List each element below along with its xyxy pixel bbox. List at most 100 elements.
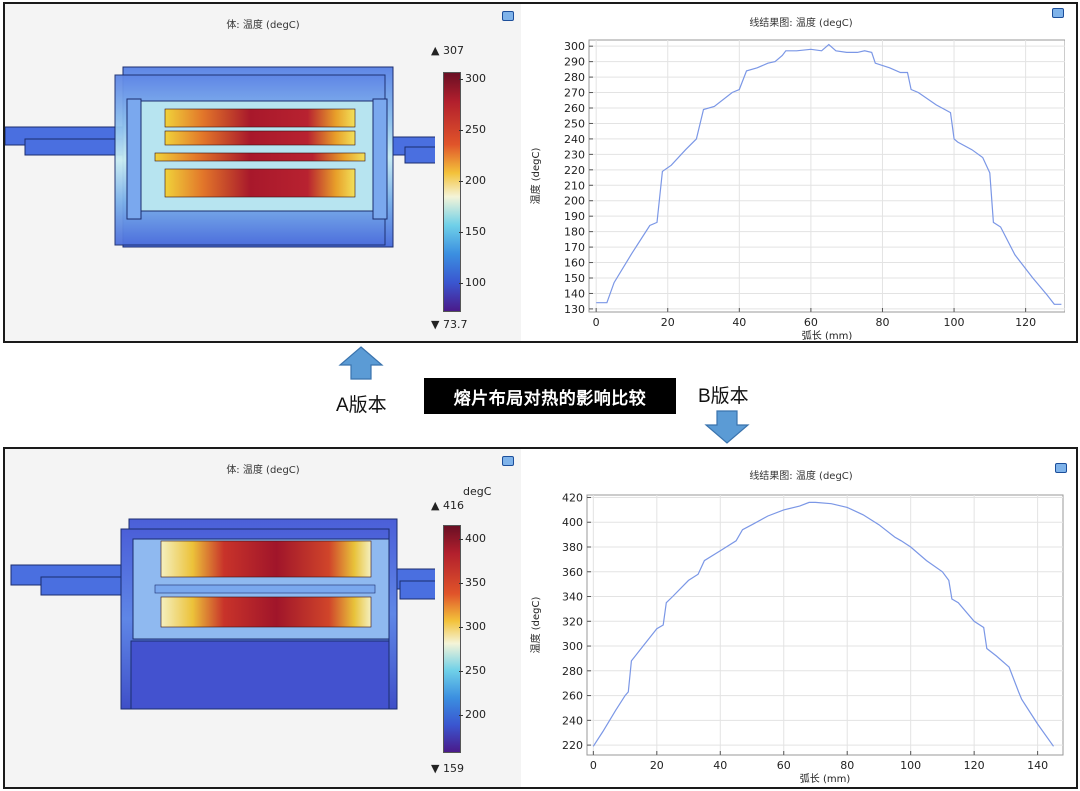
colorbar-tickmark — [459, 283, 463, 285]
x-tick-label: 120 — [1015, 316, 1036, 329]
bottom-colorbar-unit: degC — [463, 485, 492, 498]
colorbar-tick-label: 300 — [465, 620, 486, 633]
x-tick-label: 100 — [900, 759, 921, 772]
x-tick-label: 80 — [875, 316, 889, 329]
colorbar-tickmark — [459, 670, 463, 672]
label-version-a: A版本 — [336, 395, 387, 416]
bottom-colorbar-min: ▼ 159 — [431, 762, 464, 775]
x-tick-label: 80 — [840, 759, 854, 772]
y-tick-label: 180 — [564, 226, 585, 239]
bottom-colorbar: 400 350 300 250 200 — [443, 525, 503, 755]
x-tick-label: 40 — [713, 759, 727, 772]
y-tick-label: 220 — [564, 164, 585, 177]
top-colorbar: 300 250 200 150 100 — [443, 72, 503, 312]
top-chart-camera-icon[interactable] — [1052, 8, 1064, 18]
y-tick-label: 300 — [562, 640, 583, 653]
top-line-chart: 0 20 40 60 80 100 120 130 140 150 160 170 180 190 200 2… — [529, 39, 1065, 340]
top-colorbar-max: ▲ 307 — [431, 44, 464, 57]
bottom-colorbar-gradient — [443, 525, 461, 753]
colorbar-tick-label: 100 — [465, 276, 486, 290]
colorbar-tickmark — [459, 130, 463, 132]
label-version-b: B版本 — [698, 386, 749, 407]
colorbar-tickmark — [459, 714, 463, 716]
bottom-chart-title: 线结果图: 温度 (degC) — [749, 471, 853, 482]
y-tick-label: 260 — [564, 102, 585, 115]
y-tick-label: 190 — [564, 210, 585, 223]
x-tick-label: 0 — [593, 316, 600, 329]
top-3d-title: 体: 温度 (degC) — [226, 20, 300, 31]
x-tick-label: 40 — [732, 316, 746, 329]
y-tick-label: 270 — [564, 87, 585, 100]
colorbar-tickmark — [459, 627, 463, 628]
x-tick-label: 140 — [1027, 759, 1048, 772]
y-tick-label: 280 — [564, 71, 585, 84]
plot-area — [586, 494, 1064, 756]
y-tick-label: 230 — [564, 148, 585, 161]
y-tick-label: 420 — [562, 491, 583, 504]
colorbar-tick-label: 150 — [465, 225, 486, 239]
top-chart-title: 线结果图: 温度 (degC) — [749, 18, 853, 29]
temperature-series-line — [592, 501, 1054, 747]
y-tick-label: 240 — [564, 133, 585, 146]
comparison-banner: 熔片布局对热的影响比较 — [424, 378, 676, 414]
top-3d-camera-icon[interactable] — [502, 11, 514, 21]
y-tick-label: 280 — [562, 665, 583, 678]
y-tick-label: 300 — [564, 40, 585, 53]
colorbar-tickmark — [459, 181, 463, 183]
colorbar-tickmark — [459, 583, 463, 585]
top-colorbar-min: ▼ 73.7 — [431, 318, 468, 331]
temperature-series-line — [596, 43, 1062, 305]
y-tick-label: 320 — [562, 615, 583, 628]
colorbar-tickmark — [459, 232, 463, 234]
bottom-3d-temperature-view: 体: 温度 (degC) degC — [5, 449, 521, 787]
x-axis-label: 弧长 (mm) — [802, 329, 853, 340]
bottom-chart-camera-icon[interactable] — [1055, 463, 1067, 473]
colorbar-tick-label: 200 — [465, 174, 486, 188]
plot-area — [588, 39, 1065, 313]
y-tick-label: 240 — [562, 714, 583, 727]
bottom-fuse-model — [10, 518, 435, 710]
bottom-result-frame: 体: 温度 (degC) degC — [3, 447, 1078, 789]
y-tick-label: 400 — [562, 516, 583, 529]
y-tick-label: 220 — [562, 739, 583, 752]
top-colorbar-gradient — [443, 72, 461, 312]
y-axis-label: 温度 (degC) — [529, 147, 542, 204]
y-tick-label: 210 — [564, 179, 585, 192]
colorbar-tick-label: 300 — [465, 72, 486, 86]
y-tick-label: 340 — [562, 591, 583, 604]
y-tick-label: 130 — [564, 303, 585, 316]
top-result-frame: 体: 温度 (degC) — [3, 2, 1078, 343]
colorbar-tickmark — [459, 539, 463, 541]
colorbar-tickmark — [459, 79, 463, 81]
bottom-3d-camera-icon[interactable] — [502, 456, 514, 466]
x-tick-label: 60 — [777, 759, 791, 772]
top-3d-temperature-view: 体: 温度 (degC) — [5, 4, 521, 341]
y-tick-label: 290 — [564, 56, 585, 69]
y-tick-label: 380 — [562, 541, 583, 554]
y-tick-label: 170 — [564, 241, 585, 254]
x-tick-label: 120 — [964, 759, 985, 772]
colorbar-tick-label: 200 — [465, 707, 486, 721]
y-tick-label: 260 — [562, 690, 583, 703]
x-tick-label: 0 — [590, 759, 597, 772]
colorbar-tick-label: 250 — [465, 123, 486, 137]
top-fuse-model — [5, 66, 435, 248]
bottom-3d-title: 体: 温度 (degC) — [226, 465, 300, 476]
x-axis-label: 弧长 (mm) — [800, 772, 851, 785]
colorbar-tick-label: 250 — [465, 663, 486, 677]
y-tick-label: 140 — [564, 287, 585, 300]
y-axis-label: 温度 (degC) — [529, 596, 542, 653]
bottom-line-chart: 0 20 40 60 80 100 120 140 220 240 260 280 300 320 340 3… — [529, 491, 1064, 785]
y-tick-label: 200 — [564, 195, 585, 208]
bottom-colorbar-max: ▲ 416 — [431, 499, 464, 512]
colorbar-tick-label: 350 — [465, 576, 486, 590]
y-tick-label: 160 — [564, 257, 585, 270]
x-tick-label: 60 — [804, 316, 818, 329]
down-arrow-icon — [704, 410, 750, 444]
y-tick-label: 250 — [564, 117, 585, 130]
x-tick-label: 20 — [661, 316, 675, 329]
x-tick-label: 20 — [650, 759, 664, 772]
x-tick-label: 100 — [944, 316, 965, 329]
colorbar-tick-label: 400 — [465, 532, 486, 546]
y-tick-label: 150 — [564, 272, 585, 285]
